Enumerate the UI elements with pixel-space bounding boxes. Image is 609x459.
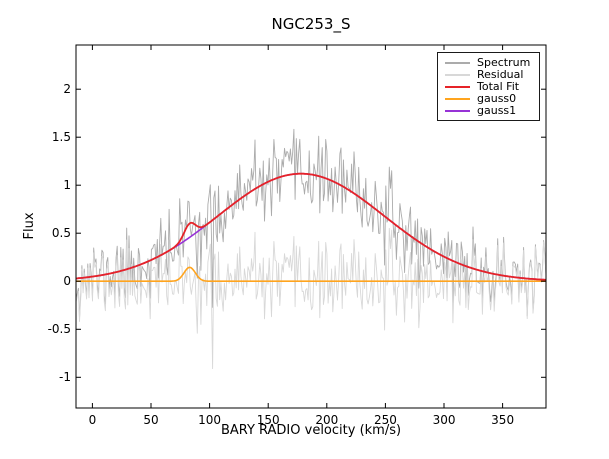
series-total-fit xyxy=(75,172,546,281)
legend-label-gauss0: gauss0 xyxy=(477,92,517,106)
legend-label-gauss1: gauss1 xyxy=(477,104,517,118)
series-spectrum xyxy=(75,128,547,319)
y-tick-label: 1.5 xyxy=(51,129,71,144)
x-tick-label: 250 xyxy=(373,413,397,427)
legend-item-residual: Residual xyxy=(445,69,532,80)
x-tick-label: 0 xyxy=(88,413,97,427)
y-tick-label: 2 xyxy=(63,81,71,96)
x-tick-label: 350 xyxy=(491,413,515,427)
x-tick-label: 150 xyxy=(256,413,280,427)
y-tick-label: 1 xyxy=(63,177,71,192)
legend-label-spectrum: Spectrum xyxy=(477,56,531,70)
legend: Spectrum Residual Total Fit gauss0 gauss… xyxy=(437,52,540,121)
legend-item-gauss0: gauss0 xyxy=(445,93,532,104)
legend-label-total-fit: Total Fit xyxy=(477,80,520,94)
x-tick-label: 200 xyxy=(315,413,339,427)
x-tick-label: 300 xyxy=(432,413,456,427)
legend-item-spectrum: Spectrum xyxy=(445,57,532,68)
y-tick-label: 0.5 xyxy=(51,225,71,240)
legend-item-gauss1: gauss1 xyxy=(445,105,532,116)
chart-title: NGC253_S xyxy=(271,15,351,33)
legend-item-total-fit: Total Fit xyxy=(445,81,532,92)
x-axis-label: BARY RADIO velocity (km/s) xyxy=(220,423,402,438)
x-tick-label: 100 xyxy=(198,413,222,427)
y-tick-label: 0 xyxy=(63,273,71,288)
legend-label-residual: Residual xyxy=(477,68,524,82)
y-tick-label: -1 xyxy=(59,369,71,384)
legend-swatch-gauss0 xyxy=(445,97,470,100)
series-residual xyxy=(75,227,547,370)
x-tick-label: 50 xyxy=(143,413,159,427)
legend-swatch-gauss1 xyxy=(445,109,470,112)
series-gauss0 xyxy=(76,266,546,283)
legend-swatch-spectrum xyxy=(445,61,470,64)
y-tick-label: -0.5 xyxy=(47,321,71,336)
legend-swatch-residual xyxy=(445,73,470,76)
plot-frame xyxy=(75,44,547,409)
legend-swatch-total-fit xyxy=(445,85,470,88)
